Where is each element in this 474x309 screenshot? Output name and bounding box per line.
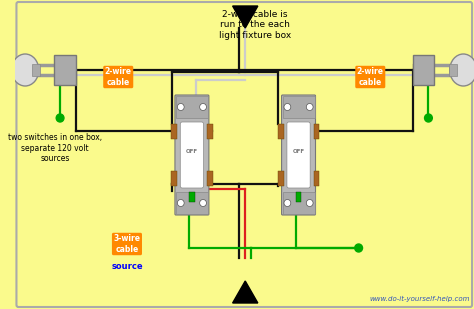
Circle shape — [200, 200, 207, 206]
Bar — [283, 192, 315, 214]
Polygon shape — [233, 281, 258, 303]
Circle shape — [200, 104, 207, 111]
Circle shape — [56, 114, 64, 122]
Text: two switches in one box,
separate 120 volt
sources: two switches in one box, separate 120 vo… — [8, 133, 102, 163]
Circle shape — [295, 125, 302, 133]
Text: source: source — [111, 262, 143, 271]
Circle shape — [425, 114, 432, 122]
Bar — [176, 192, 208, 214]
Bar — [207, 124, 213, 139]
Bar — [207, 171, 213, 186]
Circle shape — [188, 177, 196, 185]
Circle shape — [306, 104, 313, 111]
Bar — [296, 192, 301, 202]
Bar — [314, 171, 319, 186]
Ellipse shape — [450, 54, 474, 86]
Bar — [32, 64, 40, 76]
Circle shape — [355, 244, 363, 252]
Text: OFF: OFF — [186, 149, 198, 154]
Text: www.do-it-yourself-help.com: www.do-it-yourself-help.com — [370, 296, 470, 302]
Circle shape — [284, 104, 291, 111]
Circle shape — [284, 200, 291, 206]
Circle shape — [177, 200, 184, 206]
Bar — [54, 55, 75, 85]
Bar — [189, 192, 195, 202]
FancyBboxPatch shape — [180, 122, 203, 188]
Bar — [449, 64, 456, 76]
FancyBboxPatch shape — [287, 122, 310, 188]
Bar — [278, 124, 283, 139]
Circle shape — [188, 125, 196, 133]
Text: 2-wire
cable: 2-wire cable — [105, 67, 132, 87]
Bar — [283, 96, 315, 118]
Bar — [171, 171, 177, 186]
Circle shape — [306, 200, 313, 206]
Text: 2-wire
cable: 2-wire cable — [357, 67, 384, 87]
FancyBboxPatch shape — [175, 95, 209, 215]
Bar — [314, 124, 319, 139]
Bar — [413, 55, 434, 85]
Ellipse shape — [11, 54, 39, 86]
Bar — [176, 96, 208, 118]
Circle shape — [177, 104, 184, 111]
Text: 2-wire cable is
run to the each
light fixture box: 2-wire cable is run to the each light fi… — [219, 10, 291, 40]
Text: 3-wire
cable: 3-wire cable — [113, 234, 140, 254]
Bar — [171, 124, 177, 139]
Circle shape — [295, 177, 302, 185]
FancyBboxPatch shape — [282, 95, 316, 215]
Text: OFF: OFF — [292, 149, 305, 154]
Polygon shape — [233, 6, 258, 28]
Bar — [278, 171, 283, 186]
